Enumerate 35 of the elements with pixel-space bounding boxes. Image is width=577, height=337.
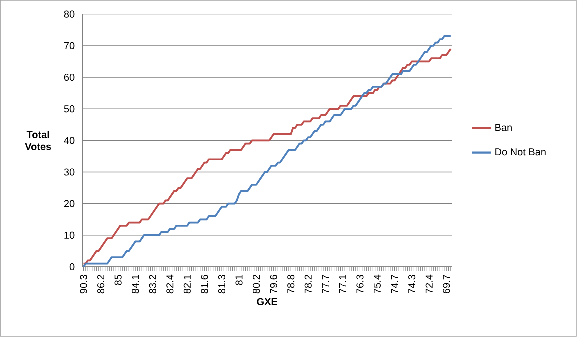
x-tick-label: 78.8 xyxy=(288,275,295,294)
x-tick-label: 74.7 xyxy=(391,275,398,294)
x-tick-label: 83.2 xyxy=(149,275,156,294)
legend-label: Ban xyxy=(496,124,512,132)
y-tick-label: 80 xyxy=(64,10,75,18)
x-tick-label: 90.3 xyxy=(80,275,88,294)
x-tick-label: 82.4 xyxy=(166,274,174,294)
x-tick-label: 77.7 xyxy=(322,275,330,294)
y-tick-label: 30 xyxy=(64,168,75,176)
x-tick-label: 72.4 xyxy=(426,274,433,294)
x-tick-label: 85 xyxy=(114,275,122,286)
x-tick-label: 81 xyxy=(236,275,243,286)
x-tick-label: 79.6 xyxy=(270,275,278,294)
y-tick-label: 40 xyxy=(64,137,75,144)
x-tick-label: 77.1 xyxy=(339,275,346,294)
y-tick-label: 10 xyxy=(64,232,75,239)
y-tick-label: 20 xyxy=(64,200,75,208)
y-tick-label: 0 xyxy=(70,263,75,271)
x-tick-label: 76.3 xyxy=(356,275,364,294)
x-tick-label: 74.3 xyxy=(408,275,416,294)
x-tick-label: 75.4 xyxy=(374,274,381,294)
x-tick-label: 80.2 xyxy=(252,275,260,294)
x-tick-label: 86.2 xyxy=(97,275,105,294)
x-tick-label: 78.2 xyxy=(304,275,312,294)
x-tick-label: 81.6 xyxy=(201,275,208,294)
x-tick-label: 82.1 xyxy=(184,275,191,294)
y-tick-label: 60 xyxy=(64,74,75,82)
x-tick-label: 69.7 xyxy=(443,275,450,294)
x-tick-label: 81.3 xyxy=(218,275,226,294)
y-tick-label: 50 xyxy=(64,106,75,113)
y-tick-label: 70 xyxy=(64,42,75,50)
x-axis-title: GXE xyxy=(257,298,278,306)
legend-label: Do Not Ban xyxy=(496,148,546,156)
x-tick-label: 84.1 xyxy=(132,275,140,294)
y-axis-title: Total Votes xyxy=(25,131,52,150)
